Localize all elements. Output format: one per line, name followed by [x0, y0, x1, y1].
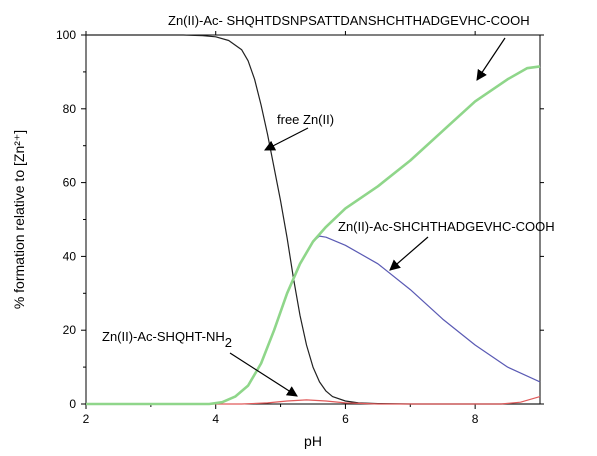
- y-tick-label: 60: [63, 176, 77, 190]
- y-tick-label: 40: [63, 249, 77, 263]
- y-tick-label: 100: [56, 28, 76, 42]
- y-tick-label: 20: [63, 323, 77, 337]
- series-line-1: [86, 65, 541, 406]
- annotation-arrow: [229, 352, 298, 397]
- series-line-0: [86, 34, 540, 405]
- y-axis-title: % formation relative to [Zn²⁺]: [11, 130, 27, 309]
- x-tick-label: 2: [83, 412, 90, 426]
- series-line-3: [86, 396, 541, 405]
- x-axis-title: pH: [304, 433, 322, 449]
- annotation-arrow: [389, 236, 429, 271]
- series-line-2: [86, 235, 541, 405]
- x-tick-label: 4: [212, 412, 219, 426]
- y-tick-label: 80: [63, 102, 77, 116]
- x-tick-label: 6: [342, 412, 349, 426]
- annotation-label: Zn(II)-Ac- SHQHTDSNPSATTDANSHCHTHADGEVHC…: [168, 13, 530, 28]
- y-tick-label: 0: [69, 397, 76, 411]
- annotation-label: Zn(II)-Ac-SHCHTHADGEVHC-COOH: [338, 219, 555, 234]
- annotation-label: Zn(II)-Ac-SHQHT-NH2: [102, 329, 232, 350]
- annotation-subscript: 2: [225, 335, 232, 350]
- annotation-arrow: [476, 37, 506, 81]
- annotation-arrow: [264, 127, 309, 151]
- x-tick-label: 8: [472, 412, 479, 426]
- annotation-label: free Zn(II): [277, 112, 334, 127]
